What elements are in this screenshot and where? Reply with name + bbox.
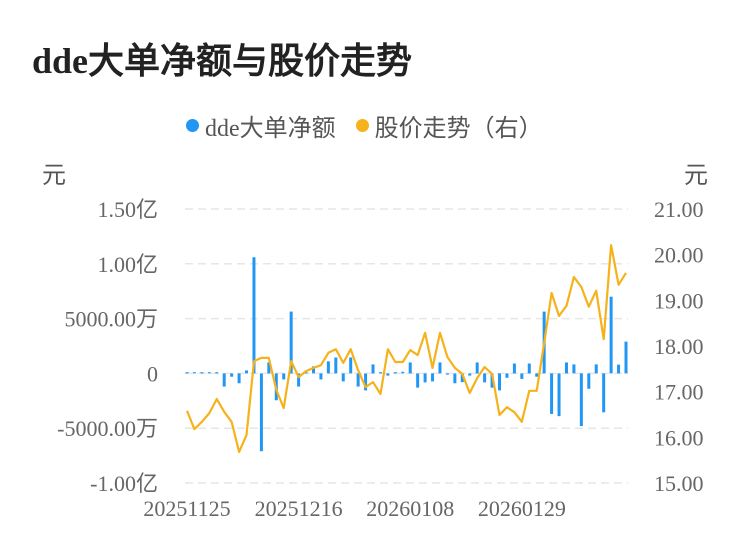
left-tick-label: -1.00亿 — [90, 471, 158, 496]
dde-bar — [535, 373, 539, 377]
right-axis-unit: 元 — [684, 163, 708, 189]
dde-bar — [311, 366, 315, 374]
right-tick-label: 15.00 — [654, 471, 704, 496]
dde-bar — [282, 373, 286, 380]
dde-bar — [245, 370, 249, 374]
right-tick-label: 19.00 — [654, 288, 704, 313]
dde-bar — [557, 373, 561, 417]
legend-label: dde大单净额 — [205, 116, 336, 142]
dde-bar — [393, 372, 397, 374]
right-tick-label: 20.00 — [654, 243, 704, 268]
dde-bar — [587, 373, 591, 389]
right-tick-label: 18.00 — [654, 334, 704, 359]
dde-bar — [371, 364, 375, 374]
left-tick-label: 5000.00万 — [64, 307, 158, 332]
dde-bar — [423, 373, 427, 383]
dde-bar — [475, 362, 479, 374]
dde-bar — [483, 373, 487, 383]
legend: dde大单净额 股价走势（右） — [186, 108, 563, 143]
dde-bar — [297, 373, 301, 387]
dde-bar — [468, 373, 472, 376]
dde-bar — [386, 373, 390, 376]
dde-bar — [192, 372, 196, 374]
left-tick-label: 1.50亿 — [97, 197, 158, 222]
left-tick-label: -5000.00万 — [57, 416, 158, 441]
right-tick-label: 16.00 — [654, 425, 704, 450]
dde-bar — [617, 364, 621, 374]
dde-bar — [438, 362, 442, 374]
dde-bar — [215, 372, 219, 374]
dde-bar — [445, 373, 449, 375]
dde-bar — [200, 372, 204, 374]
legend-dot-icon — [355, 119, 369, 132]
dde-bar — [453, 373, 457, 384]
legend-item-price[interactable]: 股价走势（右） — [355, 108, 543, 143]
dde-bar — [609, 296, 613, 374]
right-tick-label: 17.00 — [654, 380, 704, 405]
dde-bar — [512, 363, 516, 374]
dde-bar — [564, 362, 568, 374]
dde-bar — [401, 371, 405, 374]
dde-bar — [319, 373, 323, 380]
dde-bar — [572, 364, 576, 374]
dde-bar — [520, 373, 524, 379]
dde-bar — [490, 373, 494, 388]
right-tick-label: 21.00 — [654, 197, 704, 222]
dde-bar — [259, 373, 263, 452]
x-tick-label: 20251216 — [255, 496, 343, 521]
left-axis-unit: 元 — [42, 163, 66, 189]
dde-bar — [498, 373, 502, 391]
dde-bar — [230, 373, 234, 377]
dde-bar — [349, 357, 353, 374]
dde-bar — [431, 373, 435, 382]
legend-dot-icon — [186, 119, 199, 132]
dde-bar — [460, 373, 464, 383]
dde-bar — [267, 362, 271, 374]
dde-bar — [185, 372, 189, 374]
legend-item-dde[interactable]: dde大单净额 — [186, 108, 336, 143]
dde-bar — [304, 372, 308, 374]
x-tick-label: 20260129 — [478, 496, 566, 521]
dde-bar — [594, 364, 598, 374]
x-tick-label: 20251125 — [143, 496, 230, 521]
dde-bar — [222, 373, 226, 387]
dde-bar — [252, 257, 256, 374]
dde-bar — [378, 372, 382, 374]
dde-bar — [289, 311, 293, 374]
left-tick-label: 0 — [147, 361, 158, 386]
dde-bar — [207, 372, 211, 374]
dde-bar — [334, 357, 338, 374]
dde-bar — [527, 363, 531, 374]
dde-bar — [416, 373, 420, 388]
dde-bar — [505, 373, 509, 378]
chart-title: dde大单净额与股价走势 — [32, 41, 413, 81]
dde-bar — [579, 373, 583, 427]
dde-bar — [326, 361, 330, 374]
dde-bar — [356, 373, 360, 387]
price-line — [185, 244, 627, 453]
dde-bar — [364, 373, 368, 391]
dde-bar — [624, 341, 628, 374]
x-tick-label: 20260108 — [366, 496, 454, 521]
dde-bar — [408, 362, 412, 374]
dde-bar — [341, 373, 345, 382]
legend-label: 股价走势（右） — [374, 116, 543, 142]
left-tick-label: 1.00亿 — [97, 252, 158, 277]
dde-bar — [237, 373, 241, 384]
dde-bar — [550, 373, 554, 414]
dde-bar — [602, 373, 606, 413]
